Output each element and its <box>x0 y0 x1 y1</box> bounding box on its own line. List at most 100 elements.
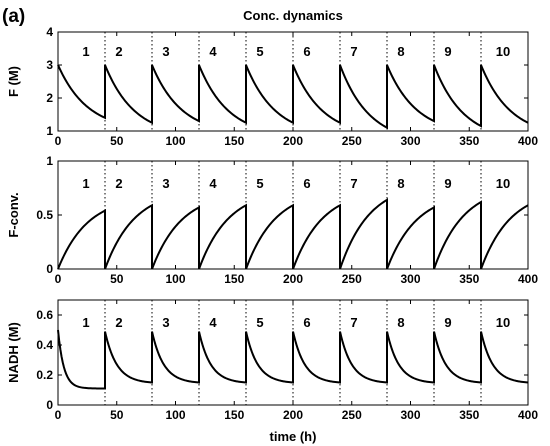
cycle-label: 3 <box>162 44 169 59</box>
cycle-label: 9 <box>444 176 451 191</box>
series-cycle-10 <box>480 331 529 384</box>
cycle-label: 6 <box>303 315 310 330</box>
cycle-label: 8 <box>397 44 404 59</box>
cycle-label: 8 <box>397 176 404 191</box>
panel-3: 0 50 100 150 200 250 300 350 400 0 0.2 0.4 0.6 NADH (… <box>6 299 538 422</box>
series-cycle-5 <box>245 203 294 270</box>
cycle-label: 3 <box>162 176 169 191</box>
cycle-label: 4 <box>209 315 217 330</box>
y-axis-label: F (M) <box>6 66 21 97</box>
cycle-label: 6 <box>303 176 310 191</box>
y-tick-label: 4 <box>46 25 53 39</box>
x-tick-label: 300 <box>400 408 420 422</box>
cycle-label: 2 <box>115 44 122 59</box>
x-tick-label: 350 <box>459 408 479 422</box>
cycle-label: 4 <box>209 44 217 59</box>
x-tick-label: 250 <box>342 272 362 286</box>
x-tick-label: 50 <box>110 134 124 148</box>
cycle-label: 3 <box>162 315 169 330</box>
x-tick-label: 250 <box>342 134 362 148</box>
x-tick-label: 200 <box>283 134 303 148</box>
x-tick-label: 50 <box>110 408 124 422</box>
cycle-label: 6 <box>303 44 310 59</box>
series-cycle-1 <box>57 209 106 270</box>
y-tick-label: 1 <box>46 154 53 168</box>
series-cycle-4 <box>198 203 247 270</box>
series-cycle-4 <box>198 64 247 125</box>
series-cycle-3 <box>151 64 200 123</box>
cycle-label: 1 <box>82 176 89 191</box>
series-cycle-1 <box>57 64 106 120</box>
x-tick-label: 150 <box>224 408 244 422</box>
series-cycle-9 <box>433 64 482 128</box>
cycle-label: 9 <box>444 315 451 330</box>
panel-1: 0 50 100 150 200 250 300 350 400 1 2 3 4 F (M) 1 2 3 4 5 6 7… <box>6 25 538 148</box>
panel-label: (a) <box>2 6 25 27</box>
x-tick-label: 400 <box>518 272 538 286</box>
x-tick-label: 300 <box>400 134 420 148</box>
chart-title: Conc. dynamics <box>243 8 343 23</box>
x-tick-label: 100 <box>165 134 185 148</box>
x-tick-label: 100 <box>165 408 185 422</box>
series-cycle-6 <box>292 203 341 270</box>
cycle-label: 10 <box>496 176 510 191</box>
series-cycle-9 <box>433 331 482 384</box>
x-tick-label: 0 <box>55 134 62 148</box>
series-cycle-4 <box>198 331 247 384</box>
x-tick-label: 150 <box>224 272 244 286</box>
x-axis-label: time (h) <box>270 429 317 444</box>
series-cycle-1 <box>57 329 106 390</box>
cycle-label: 7 <box>350 176 357 191</box>
series-cycle-7 <box>339 198 388 270</box>
x-tick-label: 0 <box>55 408 62 422</box>
cycle-label: 4 <box>209 176 217 191</box>
cycle-label: 10 <box>496 44 510 59</box>
series-cycle-6 <box>292 64 341 125</box>
y-tick-label: 0.4 <box>36 338 53 352</box>
series-cycle-10 <box>480 64 529 124</box>
cycle-label: 5 <box>256 315 263 330</box>
y-axis-label: F-conv. <box>6 192 21 237</box>
y-tick-label: 3 <box>46 58 53 72</box>
cycle-label: 10 <box>496 315 510 330</box>
series-cycle-7 <box>339 331 388 384</box>
series-cycle-8 <box>386 331 435 384</box>
x-tick-label: 400 <box>518 408 538 422</box>
cycle-label: 2 <box>115 315 122 330</box>
series-cycle-10 <box>480 204 529 270</box>
y-tick-label: 2 <box>46 91 53 105</box>
y-tick-label: 0.6 <box>36 308 53 322</box>
series-cycle-7 <box>339 64 388 130</box>
x-tick-label: 150 <box>224 134 244 148</box>
y-tick-label: 0 <box>46 262 53 276</box>
y-tick-label: 0.2 <box>36 368 53 382</box>
series-cycle-8 <box>386 205 435 270</box>
series-cycle-8 <box>386 64 435 123</box>
x-tick-label: 250 <box>342 408 362 422</box>
cycle-label: 5 <box>256 176 263 191</box>
series-cycle-9 <box>433 200 482 270</box>
x-tick-label: 350 <box>459 134 479 148</box>
x-tick-label: 300 <box>400 272 420 286</box>
x-tick-label: 200 <box>283 408 303 422</box>
y-tick-label: 1 <box>46 124 53 138</box>
cycle-label: 7 <box>350 44 357 59</box>
x-tick-label: 400 <box>518 134 538 148</box>
series-cycle-3 <box>151 331 200 384</box>
series-cycle-6 <box>292 331 341 384</box>
x-tick-label: 0 <box>55 272 62 286</box>
cycle-label: 1 <box>82 315 89 330</box>
x-tick-label: 100 <box>165 272 185 286</box>
x-tick-label: 350 <box>459 272 479 286</box>
cycle-label: 2 <box>115 176 122 191</box>
series-cycle-3 <box>151 205 200 270</box>
x-tick-label: 50 <box>110 272 124 286</box>
series-cycle-5 <box>245 64 294 125</box>
panel-2: 0 50 100 150 200 250 300 350 400 0 0.5 1 F-conv. 1 2 3 4… <box>6 154 538 286</box>
y-axis-label: NADH (M) <box>6 322 21 383</box>
cycle-label: 8 <box>397 315 404 330</box>
x-tick-label: 200 <box>283 272 303 286</box>
series-cycle-2 <box>104 203 153 270</box>
y-tick-label: 0.5 <box>36 208 53 222</box>
